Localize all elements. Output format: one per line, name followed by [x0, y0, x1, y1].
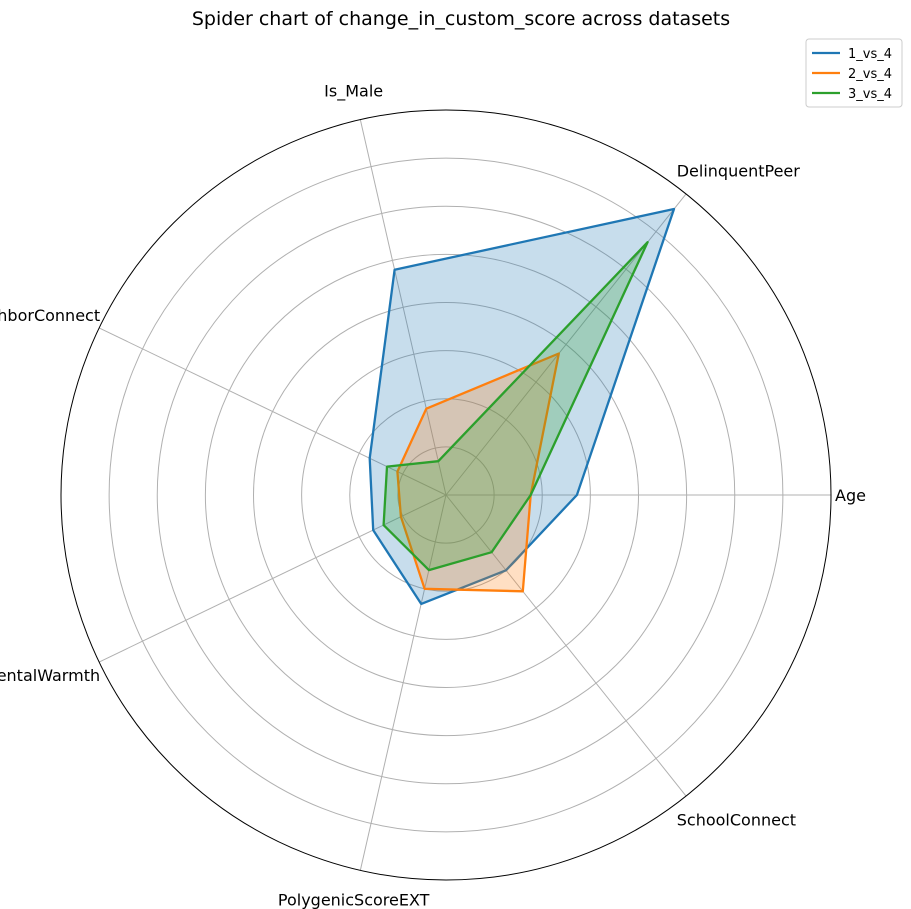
- series-line-2-vs-4: [396, 352, 560, 593]
- legend-label-3-vs-4: 3_vs_4: [848, 87, 892, 102]
- legend: 1_vs_4 2_vs_4 3_vs_4: [805, 38, 903, 108]
- legend-box: [805, 38, 903, 108]
- series-fill-1-vs-4: [369, 209, 674, 604]
- series-line-1-vs-4: [368, 207, 676, 606]
- axis-label-schoolconnect: SchoolConnect: [677, 810, 796, 829]
- legend-label-1-vs-4: 1_vs_4: [848, 47, 892, 62]
- axis-label-age: Age: [835, 486, 866, 505]
- axis-label-parentalwarmth: ParentalWarmth: [0, 666, 100, 685]
- legend-label-2-vs-4: 2_vs_4: [848, 67, 892, 82]
- grid-spoke: [98, 494, 447, 663]
- axis-label-polygenicscoreext: PolygenicScoreEXT: [278, 891, 430, 909]
- grid-spoke: [359, 119, 447, 496]
- grid-spoke: [445, 494, 687, 797]
- series-fill-2-vs-4: [397, 353, 559, 592]
- polar-frame: [60, 109, 832, 881]
- series-fill-3-vs-4: [383, 242, 648, 571]
- axis-label-delinquentpeer: DelinquentPeer: [677, 162, 801, 181]
- radar-series: [368, 207, 676, 606]
- axis-label-is-male: Is_Male: [324, 81, 383, 101]
- series-line-3-vs-4: [382, 241, 649, 572]
- axis-labels: Age DelinquentPeer Is_Male NeighborConnect P…: [0, 81, 866, 909]
- grid-spoke: [359, 494, 447, 871]
- chart-title: Spider chart of change_in_custom_score a…: [192, 8, 730, 30]
- axis-label-neighborconnect: NeighborConnect: [0, 306, 100, 325]
